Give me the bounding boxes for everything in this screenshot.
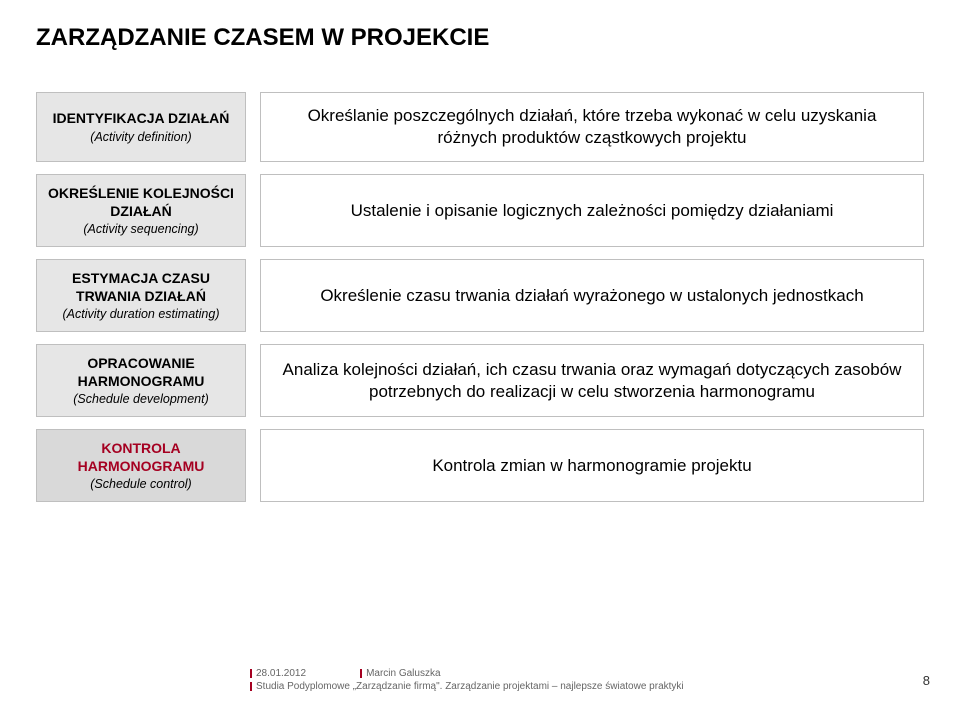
description-box: Analiza kolejności działań, ich czasu tr…: [260, 344, 924, 417]
footer-row-2: Studia Podyplomowe „Zarządzanie firmą". …: [250, 680, 684, 693]
accent-bar-icon: [250, 669, 252, 678]
page-number: 8: [923, 673, 930, 688]
description-box: Ustalenie i opisanie logicznych zależnoś…: [260, 174, 924, 247]
accent-bar-icon: [360, 669, 362, 678]
label-box: IDENTYFIKACJA DZIAŁAŃ (Activity definiti…: [36, 92, 246, 162]
footer-left: 28.01.2012 Marcin Galuszka Studia Podypl…: [250, 667, 684, 693]
slide-title: ZARZĄDZANIE CZASEM W PROJEKCIE: [36, 24, 924, 52]
label-title: OPRACOWANIE HARMONOGRAMU: [45, 355, 237, 390]
description-text: Określanie poszczególnych działań, które…: [277, 105, 907, 149]
footer-author: Marcin Galuszka: [366, 667, 440, 680]
description-box: Kontrola zmian w harmonogramie projektu: [260, 429, 924, 502]
footer-course: Studia Podyplomowe „Zarządzanie firmą". …: [256, 680, 684, 693]
label-subtitle: (Activity sequencing): [45, 222, 237, 236]
row-schedule-control: KONTROLA HARMONOGRAMU (Schedule control)…: [36, 429, 924, 502]
row-sequencing: OKREŚLENIE KOLEJNOŚCI DZIAŁAŃ (Activity …: [36, 174, 924, 247]
label-subtitle: (Schedule control): [45, 477, 237, 491]
label-subtitle: (Activity duration estimating): [45, 307, 237, 321]
description-text: Określenie czasu trwania działań wyrażon…: [320, 285, 863, 307]
footer-row-1: 28.01.2012 Marcin Galuszka: [250, 667, 684, 680]
label-title: IDENTYFIKACJA DZIAŁAŃ: [45, 110, 237, 128]
label-box: KONTROLA HARMONOGRAMU (Schedule control): [36, 429, 246, 502]
label-box: OKREŚLENIE KOLEJNOŚCI DZIAŁAŃ (Activity …: [36, 174, 246, 247]
description-text: Kontrola zmian w harmonogramie projektu: [432, 455, 751, 477]
label-box: ESTYMACJA CZASU TRWANIA DZIAŁAŃ (Activit…: [36, 259, 246, 332]
row-duration: ESTYMACJA CZASU TRWANIA DZIAŁAŃ (Activit…: [36, 259, 924, 332]
label-title: OKREŚLENIE KOLEJNOŚCI DZIAŁAŃ: [45, 185, 237, 220]
rows-container: IDENTYFIKACJA DZIAŁAŃ (Activity definiti…: [36, 92, 924, 502]
label-subtitle: (Schedule development): [45, 392, 237, 406]
description-text: Analiza kolejności działań, ich czasu tr…: [277, 359, 907, 403]
slide: ZARZĄDZANIE CZASEM W PROJEKCIE IDENTYFIK…: [0, 0, 960, 715]
accent-bar-icon: [250, 682, 252, 691]
description-box: Określanie poszczególnych działań, które…: [260, 92, 924, 162]
row-schedule-dev: OPRACOWANIE HARMONOGRAMU (Schedule devel…: [36, 344, 924, 417]
description-box: Określenie czasu trwania działań wyrażon…: [260, 259, 924, 332]
slide-footer: 28.01.2012 Marcin Galuszka Studia Podypl…: [0, 667, 960, 693]
footer-date: 28.01.2012: [256, 667, 306, 680]
label-box: OPRACOWANIE HARMONOGRAMU (Schedule devel…: [36, 344, 246, 417]
label-subtitle: (Activity definition): [45, 130, 237, 144]
row-identification: IDENTYFIKACJA DZIAŁAŃ (Activity definiti…: [36, 92, 924, 162]
description-text: Ustalenie i opisanie logicznych zależnoś…: [351, 200, 834, 222]
label-title: ESTYMACJA CZASU TRWANIA DZIAŁAŃ: [45, 270, 237, 305]
label-title: KONTROLA HARMONOGRAMU: [45, 440, 237, 475]
